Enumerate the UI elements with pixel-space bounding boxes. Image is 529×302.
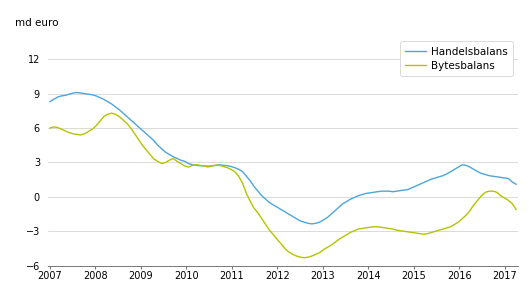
Handelsbalans [201, 164, 207, 168]
Legend: Handelsbalans, Bytesbalans: Handelsbalans, Bytesbalans [400, 41, 513, 76]
Handelsbalans [47, 100, 53, 104]
Handelsbalans [486, 174, 492, 178]
Handelsbalans [305, 221, 311, 225]
Bytesbalans [309, 254, 315, 258]
Handelsbalans [513, 182, 519, 186]
Bytesbalans [159, 162, 165, 165]
Bytesbalans [513, 208, 519, 211]
Handelsbalans [159, 147, 165, 150]
Handelsbalans [74, 91, 80, 94]
Bytesbalans [47, 126, 53, 130]
Line: Bytesbalans: Bytesbalans [50, 113, 516, 258]
Handelsbalans [505, 177, 512, 180]
Bytesbalans [301, 256, 307, 259]
Text: md euro: md euro [15, 18, 58, 28]
Handelsbalans [351, 196, 358, 199]
Handelsbalans [309, 222, 315, 226]
Bytesbalans [108, 111, 115, 115]
Line: Handelsbalans: Handelsbalans [50, 92, 516, 224]
Bytesbalans [505, 198, 512, 202]
Bytesbalans [351, 229, 358, 233]
Bytesbalans [486, 189, 492, 193]
Bytesbalans [201, 164, 207, 168]
